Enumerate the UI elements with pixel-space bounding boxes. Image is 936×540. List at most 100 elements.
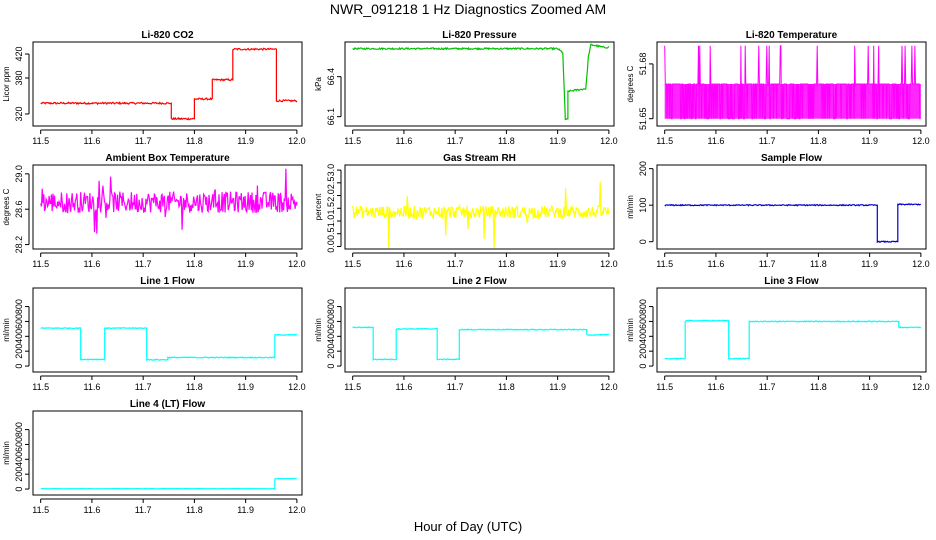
x-tick-label: 11.5: [344, 136, 361, 146]
y-tick-label: 0: [638, 364, 648, 369]
x-tick-label: 11.9: [237, 505, 254, 515]
panel-title: Line 2 Flow: [452, 276, 507, 287]
x-axis: 11.5 11.6 11.7 11.8 11.9 12.0: [656, 252, 930, 269]
series-line: [352, 181, 610, 249]
x-tick-label: 11.6: [395, 382, 412, 392]
x-tick-label: 11.6: [83, 382, 100, 392]
x-tick-label: 11.5: [344, 259, 361, 269]
panel-title: Li-820 CO2: [141, 30, 194, 41]
series-line: [664, 319, 922, 360]
x-tick-label: 11.7: [447, 259, 464, 269]
y-tick-label: 2.5: [326, 177, 336, 190]
x-tick-label: 11.7: [135, 136, 152, 146]
y-tick-label: 66.1: [326, 108, 336, 126]
panel-8: Line 2 Flow 11.5 11.6 11.7 11.8 11.9 12.0 0 2004…: [314, 276, 618, 392]
x-tick-label: 12.0: [288, 136, 306, 146]
x-tick-label: 11.9: [549, 382, 566, 392]
y-tick-label: 100: [638, 198, 648, 213]
x-axis: 11.5 11.6 11.7 11.8 11.9 12.0: [32, 252, 306, 269]
y-tick-label: 200: [326, 344, 336, 359]
x-tick-label: 11.6: [395, 136, 412, 146]
plot-frame: [344, 164, 615, 250]
series-band: [664, 84, 921, 119]
x-tick-label: 11.8: [186, 259, 203, 269]
y-tick-label: 400: [638, 329, 648, 344]
x-tick-label: 11.8: [186, 505, 203, 515]
x-tick-label: 11.5: [656, 136, 673, 146]
series-line: [40, 47, 298, 121]
y-tick-label: 200: [14, 344, 24, 359]
x-tick-label: 11.8: [810, 382, 827, 392]
x-axis: 11.5 11.6 11.7 11.8 11.9 12.0: [344, 129, 618, 146]
y-tick-label: 1.0: [326, 215, 336, 228]
y-tick-label: 400: [14, 452, 24, 467]
figure-title: NWR_091218 1 Hz Diagnostics Zoomed AM: [330, 1, 606, 17]
figure-x-axis-label: Hour of Day (UTC): [414, 519, 522, 534]
panel-1: Li-820 CO2 11.5 11.6 11.7 11.8 11.9 12.0 320 380…: [2, 30, 306, 146]
y-tick-label: 1.5: [326, 202, 336, 215]
series-line: [40, 477, 298, 490]
x-tick-label: 12.0: [288, 505, 306, 515]
panel-2: Li-820 Pressure 11.5 11.6 11.7 11.8 11.9 12.0 6…: [314, 30, 618, 146]
x-axis: 11.5 11.6 11.7 11.8 11.9 12.0: [344, 252, 618, 269]
x-axis: 11.5 11.6 11.7 11.8 11.9 12.0: [656, 375, 930, 392]
x-tick-label: 11.7: [135, 505, 152, 515]
plot-frame: [656, 164, 927, 250]
x-tick-label: 11.9: [549, 259, 566, 269]
x-tick-label: 11.7: [447, 382, 464, 392]
x-tick-label: 12.0: [288, 259, 306, 269]
y-tick-label: 200: [638, 161, 648, 176]
x-tick-label: 11.8: [498, 382, 515, 392]
series-line: [664, 203, 921, 244]
panel-4: Ambient Box Temperature 11.5 11.6 11.7 11.8 1…: [2, 153, 306, 269]
x-tick-label: 11.5: [32, 259, 49, 269]
plot-frame: [344, 41, 615, 127]
x-tick-label: 11.6: [707, 382, 724, 392]
x-tick-label: 11.8: [498, 136, 515, 146]
panels: Li-820 CO2 11.5 11.6 11.7 11.8 11.9 12.0 320 380…: [2, 30, 930, 515]
x-tick-label: 11.6: [707, 259, 724, 269]
x-tick-label: 11.5: [656, 259, 673, 269]
x-tick-label: 11.9: [861, 259, 878, 269]
y-tick-label: 51.68: [638, 53, 648, 76]
panel-6: Sample Flow 11.5 11.6 11.7 11.8 11.9 12.0 0 100 2…: [626, 153, 930, 269]
plot-frame: [32, 164, 303, 250]
x-tick-label: 11.9: [237, 136, 254, 146]
x-tick-label: 11.6: [707, 136, 724, 146]
panel-7: Line 1 Flow 11.5 11.6 11.7 11.8 11.9 12.0 0 2004…: [2, 276, 306, 392]
x-tick-label: 11.8: [186, 136, 203, 146]
x-tick-label: 11.8: [498, 259, 515, 269]
y-axis-label: degrees C: [2, 188, 11, 225]
y-tick-label: 380: [14, 70, 24, 85]
y-tick-label: 600: [326, 314, 336, 329]
x-tick-label: 11.6: [83, 505, 100, 515]
y-tick-label: 420: [14, 46, 24, 61]
y-tick-label: 600: [14, 314, 24, 329]
y-axis-label: ml/min: [2, 441, 11, 465]
y-tick-label: 320: [14, 106, 24, 121]
y-tick-label: 800: [326, 299, 336, 314]
panel-3: Li-820 Temperature 11.5 11.6 11.7 11.8 11.9 12…: [626, 30, 930, 146]
y-axis-label: degrees C: [626, 65, 635, 102]
panel-title: Ambient Box Temperature: [105, 153, 230, 164]
x-tick-label: 12.0: [600, 382, 618, 392]
plot-frame: [32, 410, 303, 496]
panel-title: Line 3 Flow: [764, 276, 819, 287]
y-tick-label: 29.0: [14, 165, 24, 183]
x-tick-label: 11.7: [759, 382, 776, 392]
x-axis: 11.5 11.6 11.7 11.8 11.9 12.0: [344, 375, 618, 392]
y-tick-label: 2.0: [326, 189, 336, 202]
y-tick-label: 28.6: [14, 200, 24, 218]
y-axis-label: ml/min: [626, 195, 635, 219]
x-tick-label: 11.5: [32, 136, 49, 146]
series-line: [352, 43, 610, 121]
x-tick-label: 11.7: [447, 136, 464, 146]
y-tick-label: 0.5: [326, 227, 336, 240]
series-line: [40, 326, 298, 362]
